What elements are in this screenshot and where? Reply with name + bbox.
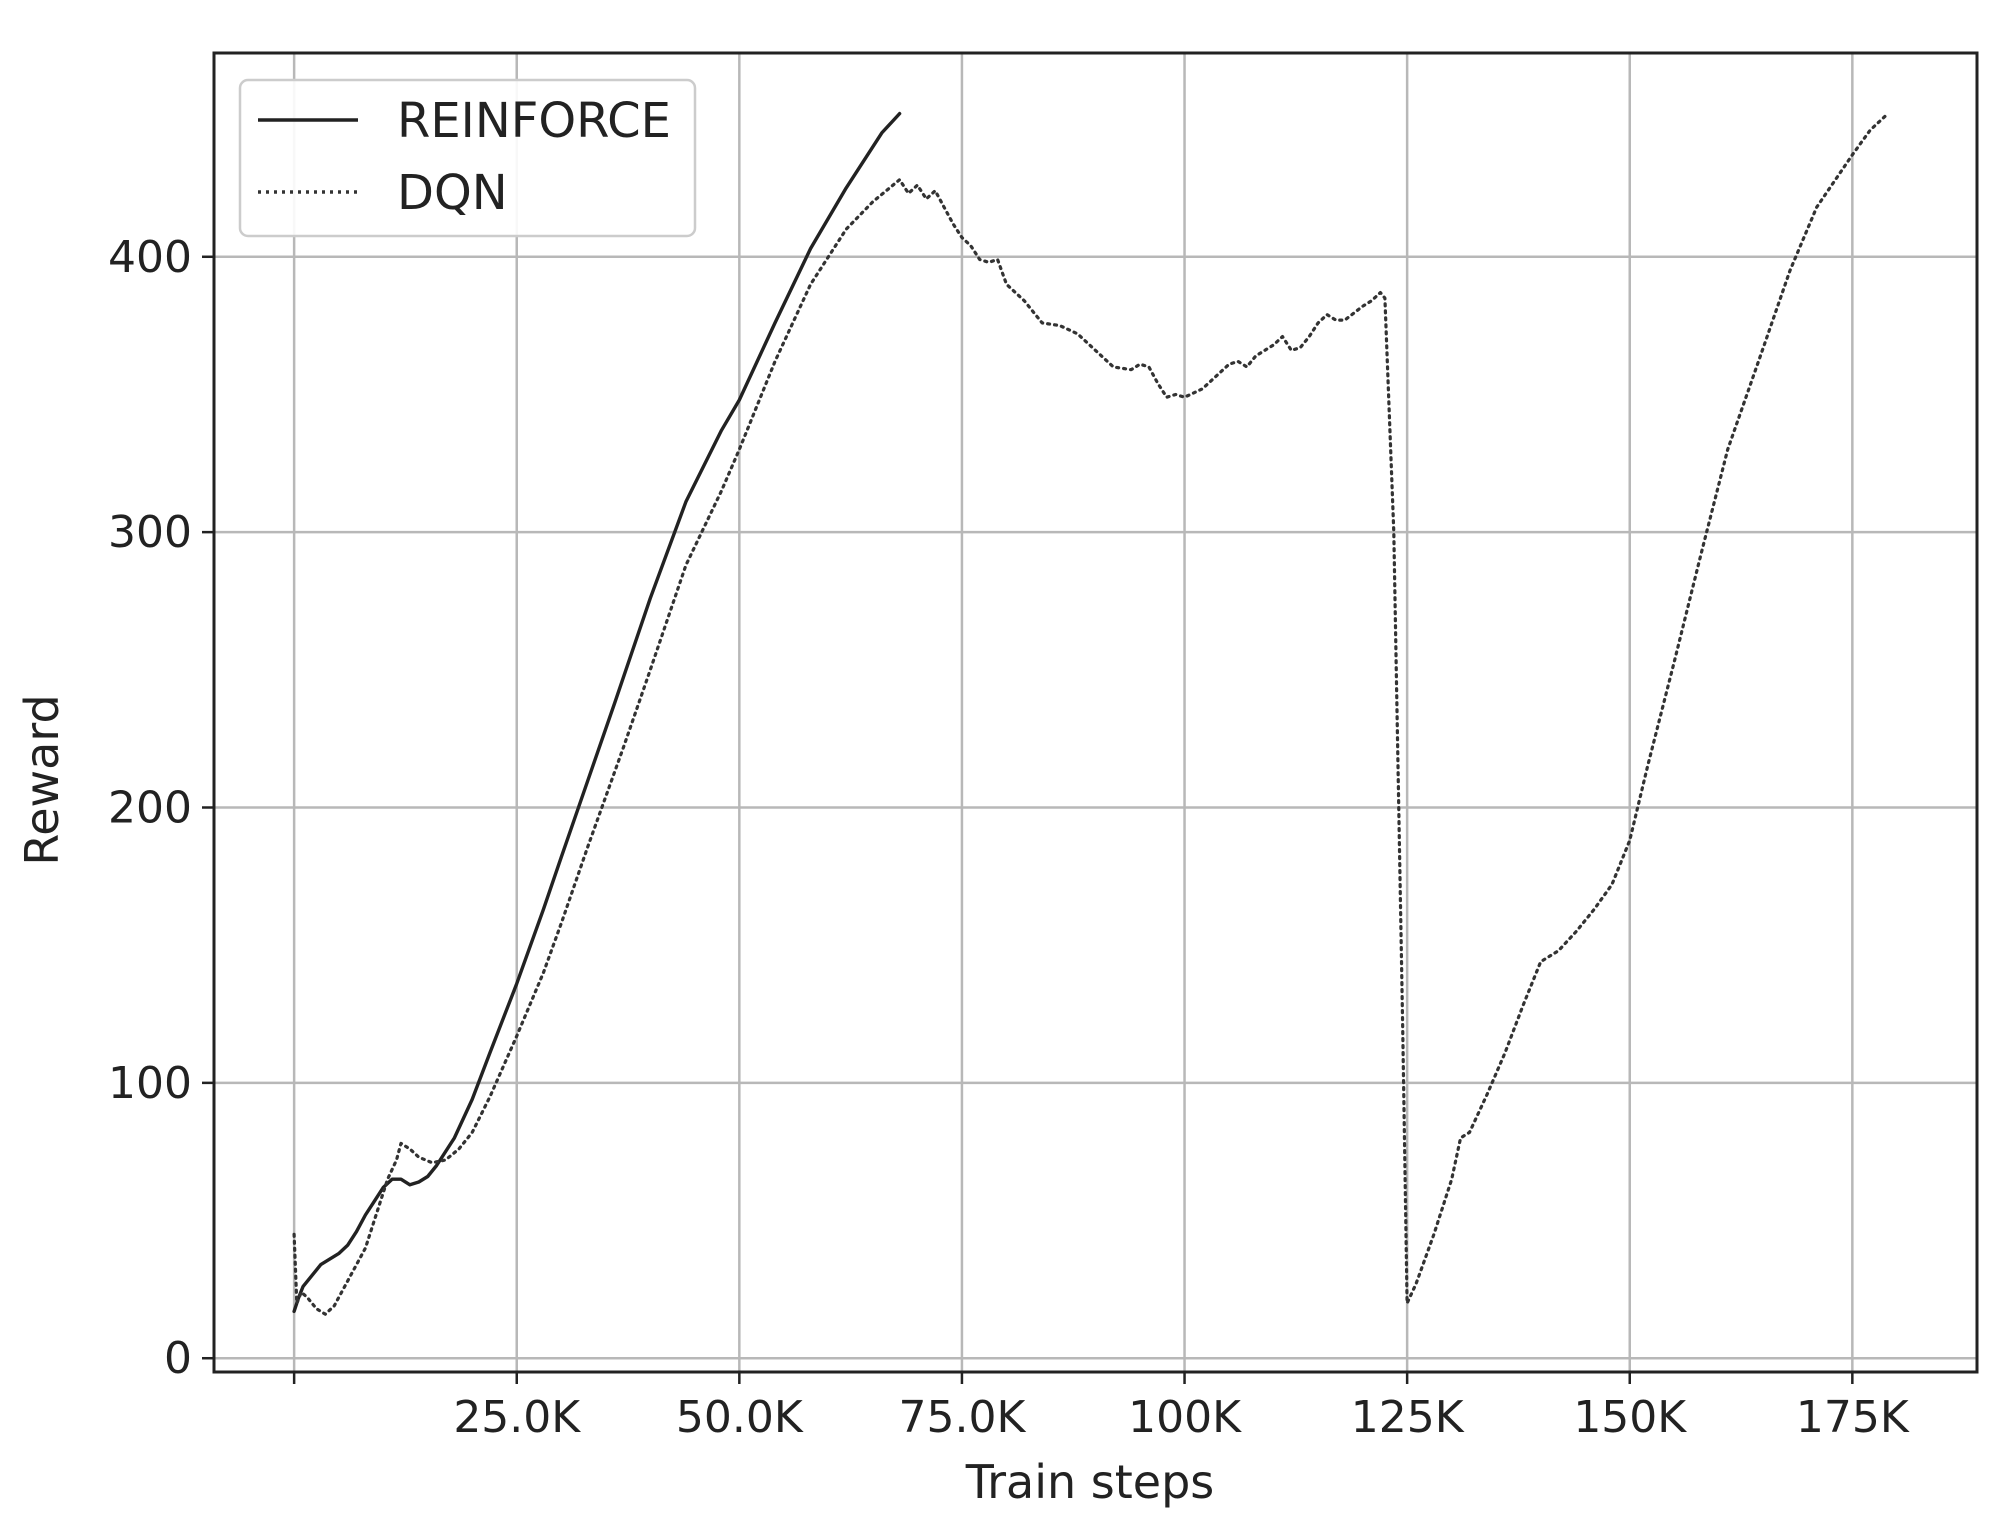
axis-ticks: 25.0K 50.0K 75.0K 100K 125K 150K 175K 0 100 200 30…: [108, 232, 1910, 1443]
x-tick-label: 175K: [1796, 1392, 1910, 1443]
y-axis-label: Reward: [15, 694, 69, 865]
x-tick-label: 125K: [1351, 1392, 1465, 1443]
x-tick-label: 25.0K: [453, 1392, 581, 1443]
y-tick-label: 200: [108, 783, 192, 834]
x-axis-label: Train steps: [965, 1455, 1214, 1509]
legend-label-reinforce: REINFORCE: [397, 93, 671, 149]
y-tick-label: 300: [108, 507, 192, 558]
series-line-reinforce: [292, 111, 902, 1314]
y-tick-label: 0: [164, 1333, 192, 1384]
series-lines: [292, 111, 1890, 1316]
legend: REINFORCE DQN: [238, 78, 697, 238]
plot-area-frame: [212, 51, 1979, 1374]
x-tick-label: 50.0K: [676, 1392, 804, 1443]
x-tick-label: 100K: [1128, 1392, 1242, 1443]
x-tick-label: 150K: [1573, 1392, 1687, 1443]
y-tick-label: 400: [108, 232, 192, 283]
legend-label-dqn: DQN: [397, 165, 508, 221]
series-line-dqn: [292, 111, 1890, 1316]
x-tick-label: 75.0K: [899, 1392, 1027, 1443]
grid-lines: [214, 53, 1977, 1372]
y-tick-label: 100: [108, 1058, 192, 1109]
